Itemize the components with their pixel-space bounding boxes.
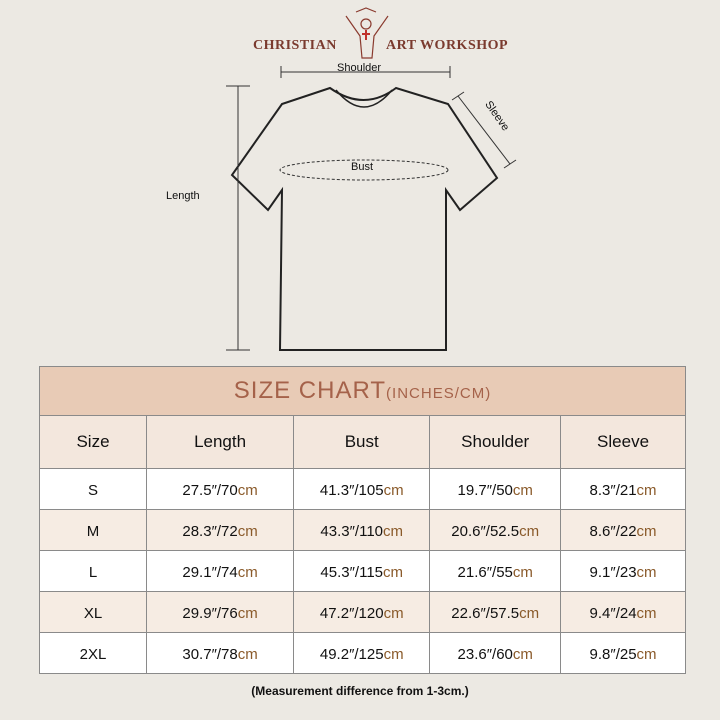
cell-shoulder: 21.6″/55cm [429, 550, 562, 592]
cell-sleeve: 9.8″/25cm [560, 632, 686, 674]
logo-figure-icon [345, 7, 389, 59]
cell-length: 27.5″/70cm [145, 468, 295, 510]
cell-sleeve: 9.1″/23cm [560, 550, 686, 592]
cell-sleeve: 9.4″/24cm [560, 591, 686, 633]
size-chart-title: SIZE CHART(INCHES/CM) [39, 366, 686, 416]
length-label: Length [166, 190, 200, 202]
brand-left: CHRISTIAN [253, 38, 337, 53]
table-row: L 29.1″/74cm 45.3″/115cm 21.6″/55cm 9.1″/23c… [39, 550, 686, 592]
table-row: 2XL 30.7″/78cm 49.2″/125cm 23.6″/60cm 9.8″/2… [39, 632, 686, 674]
shoulder-label: Shoulder [337, 62, 382, 74]
cell-length: 29.1″/74cm [145, 550, 295, 592]
cell-sleeve: 8.3″/21cm [560, 468, 686, 510]
cell-size: 2XL [39, 632, 147, 674]
column-header: Bust [293, 415, 431, 469]
table-row: XL 29.9″/76cm 47.2″/120cm 22.6″/57.5cm 9.4″/… [39, 591, 686, 633]
cell-shoulder: 22.6″/57.5cm [429, 591, 562, 633]
cell-size: S [39, 468, 147, 510]
cell-size: L [39, 550, 147, 592]
cell-bust: 49.2″/125cm [293, 632, 431, 674]
tshirt-diagram [226, 66, 517, 351]
table-row: M 28.3″/72cm 43.3″/110cm 20.6″/52.5cm 8.6″/2… [39, 509, 686, 551]
column-header: Shoulder [429, 415, 562, 469]
bust-label: Bust [351, 161, 374, 173]
cell-shoulder: 20.6″/52.5cm [429, 509, 562, 551]
brand-right: ART WORKSHOP [386, 38, 509, 53]
cell-bust: 47.2″/120cm [293, 591, 431, 633]
cell-bust: 41.3″/105cm [293, 468, 431, 510]
column-header: Size [39, 415, 147, 469]
column-header: Sleeve [560, 415, 686, 469]
cell-size: XL [39, 591, 147, 633]
cell-shoulder: 19.7″/50cm [429, 468, 562, 510]
size-chart-table: SIZE CHART(INCHES/CM) Size Length Bust Shou… [39, 366, 686, 674]
measurement-note: (Measurement difference from 1-3cm.) [251, 684, 469, 698]
cell-bust: 45.3″/115cm [293, 550, 431, 592]
cell-length: 28.3″/72cm [145, 509, 295, 551]
cell-length: 29.9″/76cm [145, 591, 295, 633]
cell-length: 30.7″/78cm [145, 632, 295, 674]
cell-shoulder: 23.6″/60cm [429, 632, 562, 674]
table-row: S 27.5″/70cm 41.3″/105cm 19.7″/50cm 8.3″/21c… [39, 468, 686, 510]
cell-bust: 43.3″/110cm [293, 509, 431, 551]
cell-size: M [39, 509, 147, 551]
cell-sleeve: 8.6″/22cm [560, 509, 686, 551]
column-header: Length [145, 415, 295, 469]
